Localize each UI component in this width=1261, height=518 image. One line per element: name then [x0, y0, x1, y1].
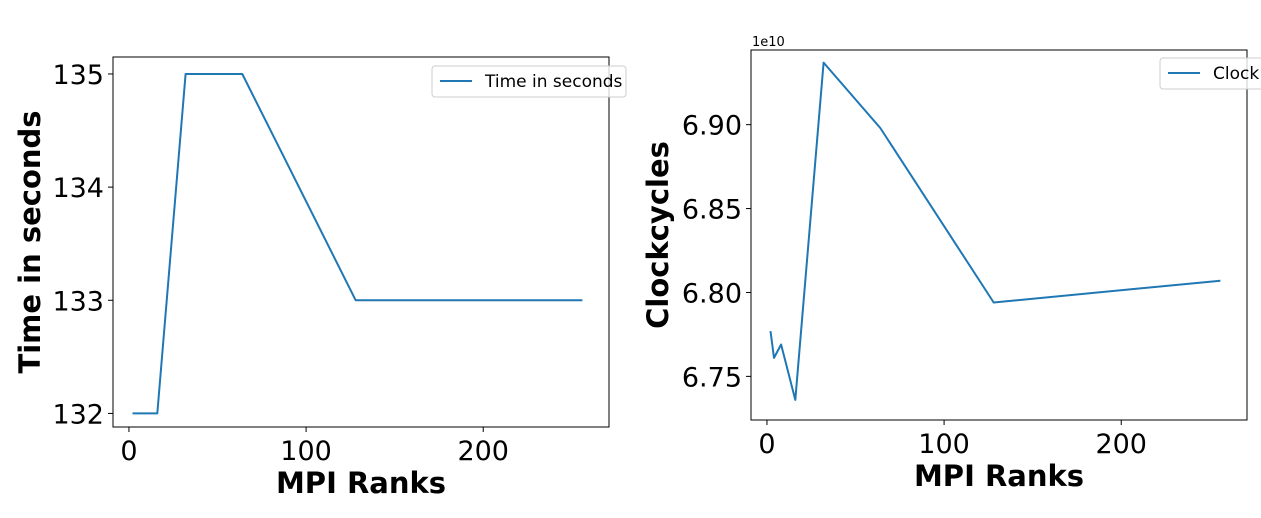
y-tick-label: 132: [52, 399, 104, 430]
plot-frame: [112, 56, 610, 428]
y-tick-label: 6.90: [682, 111, 742, 142]
y-axis-offset-text: 1e10: [752, 35, 785, 50]
y-tick-label: 6.75: [682, 362, 742, 393]
legend: Clock: [1159, 57, 1261, 90]
x-axis-label: MPI Ranks: [914, 459, 1084, 493]
y-tick-label: 6.80: [682, 278, 742, 309]
y-tick-label: 6.85: [682, 195, 742, 226]
legend-box: [1159, 57, 1261, 90]
series-line: [769, 61, 1221, 401]
chart-clockcycles: 0 100 200 6.75 6.80 6.85 6.90 1e10 MPI Ranks Cloc…: [641, 35, 1261, 493]
series-line: [132, 73, 583, 415]
x-tick-label: 100: [918, 429, 970, 460]
x-axis-label: MPI Ranks: [276, 466, 446, 500]
y-axis-label: Time in seconds: [13, 110, 47, 373]
x-tick-label: 200: [1095, 429, 1147, 460]
y-tick-label: 134: [52, 173, 104, 204]
legend: Time in seconds: [431, 65, 627, 98]
x-tick-label: 0: [758, 429, 775, 460]
chart-time-in-seconds: 0 100 200 132 133 134 135 MPI Ranks Time in seco…: [13, 56, 627, 500]
y-tick-label: 135: [52, 60, 104, 91]
plot-frame: [750, 49, 1248, 421]
legend-label: Time in seconds: [484, 72, 623, 92]
x-tick-label: 200: [457, 436, 509, 467]
y-axis-label: Clockcycles: [641, 141, 675, 329]
legend-box: [431, 65, 627, 98]
legend-label: Clock: [1213, 64, 1259, 84]
x-tick-label: 100: [280, 436, 332, 467]
y-tick-label: 133: [52, 286, 104, 317]
x-tick-label: 0: [120, 436, 137, 467]
